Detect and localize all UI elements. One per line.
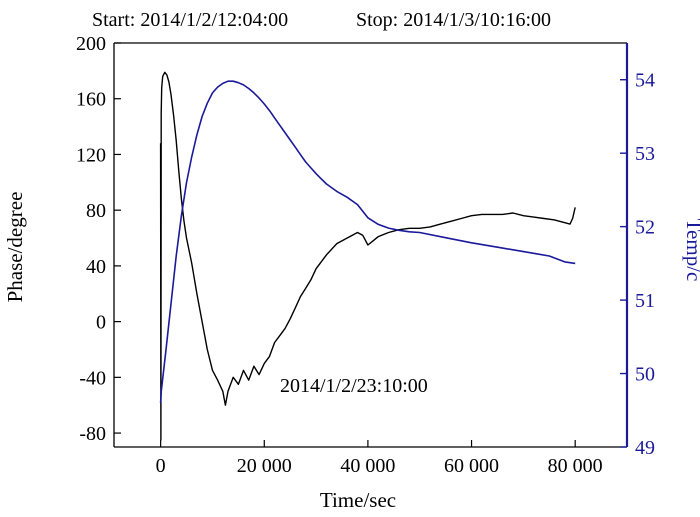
axes-layer [113, 42, 629, 448]
series-line-phase [159, 71, 576, 441]
x-tick-label: 80 000 [548, 455, 603, 477]
y-axis-left-label: Phase/degree [3, 192, 27, 303]
x-tick-label: 60 000 [444, 455, 499, 477]
y-left-tick-label: 0 [96, 312, 106, 334]
y-left-tick-label: 200 [76, 33, 106, 55]
x-axis-label: Time/sec [320, 488, 396, 512]
series-layer [159, 71, 576, 441]
y-left-tick-label: 80 [86, 200, 106, 222]
stop-label: Stop: 2014/1/3/10:16:00 [356, 9, 551, 31]
y-axis-right-label: Temp/c [682, 219, 700, 282]
y-left-tick-label: -40 [79, 367, 106, 389]
y-left-tick-label: 160 [76, 89, 106, 111]
y-right-tick-label: 54 [635, 70, 655, 92]
y-left-tick-label: 120 [76, 144, 106, 166]
y-right-tick-label: 53 [635, 143, 655, 165]
y-right-tick-label: 50 [635, 364, 655, 386]
y-right-tick-label: 52 [635, 217, 655, 239]
y-left-tick-label: 40 [86, 256, 106, 278]
y-right-tick-label: 49 [635, 437, 655, 459]
x-tick-label: 0 [156, 455, 166, 477]
y-left-tick-label: -80 [79, 423, 106, 445]
series-line-temperature [159, 80, 576, 403]
x-tick-label: 40 000 [340, 455, 395, 477]
ticks-layer: 0 20 000 40 000 60 000 80 000 200 160 120 80 40 0 -… [76, 33, 655, 477]
annotation-label: 2014/1/2/23:10:00 [280, 375, 428, 397]
start-label: Start: 2014/1/2/12:04:00 [92, 9, 288, 31]
y-right-tick-label: 51 [635, 290, 655, 312]
x-tick-label: 20 000 [237, 455, 292, 477]
